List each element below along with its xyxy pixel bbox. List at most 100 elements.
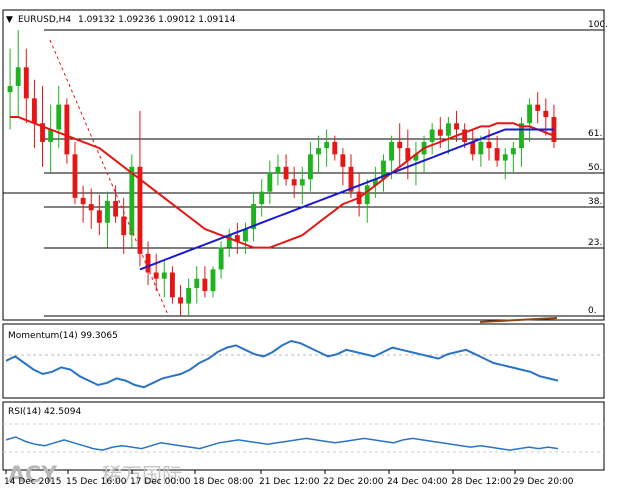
candle-body [510,148,516,155]
x-tick-label: 24 Dec 04:00 [387,477,448,487]
candle-body [178,297,183,304]
candle-body [348,166,354,192]
candle-body [535,104,541,111]
candle-body [218,247,224,270]
candle-body [121,216,127,236]
candle-body [88,204,94,211]
header-symbol: EURUSD,H4 [18,15,71,25]
candle-body [202,278,208,292]
candle-body [340,154,346,167]
x-tick-label: 29 Dec 20:00 [513,477,574,487]
candle-body [226,235,232,248]
candle-body [478,141,484,155]
candle-body [372,179,378,186]
candle-body [324,141,330,149]
candle-body [56,104,62,130]
candle-body [129,166,135,236]
candle-body [389,141,395,161]
candle-body [243,228,248,242]
candle-body [316,148,321,155]
candle-body [23,67,29,99]
candle-body [429,129,435,142]
candle-body [234,235,240,242]
candle-body [364,185,370,205]
candle-body [445,123,451,136]
fib-label-1: 61. [588,129,602,139]
moving-average-red [10,116,555,249]
x-tick-label: 17 Dec 00:00 [130,477,191,487]
candle-body [96,210,102,223]
candle-body [462,129,468,142]
candle-body [80,197,86,205]
momentum-line [5,339,559,389]
fib-label-0: 100. [588,20,608,30]
brown-ma-segment [479,317,558,323]
header-arrow: ▼ [6,15,13,25]
watermark-brand: ACY [8,463,58,488]
rsi-title: RSI(14) 42.5094 [8,407,81,417]
candle-body [405,148,411,161]
candle-body [291,179,297,186]
candle-body [7,85,13,93]
candle-body [454,123,459,130]
candle-body [145,253,151,273]
momentum-title: Momentum(14) 99.3065 [8,331,118,341]
candle-body [113,200,119,217]
candle-body [48,129,54,142]
candle-body [519,123,524,149]
x-tick-label: 28 Dec 12:00 [451,477,512,487]
candle-body [283,166,289,180]
header-ohlc: 1.09132 1.09236 1.09012 1.09114 [78,15,236,25]
momentum-panel-frame [2,323,605,399]
candle-body [551,117,557,142]
candle-body [153,272,159,279]
dashed-trendline [49,39,169,316]
candle-body [299,179,305,186]
fib-label-5: 0. [588,306,597,316]
x-tick-label: 14 Dec 2015 [4,477,62,487]
x-tick-label: 18 Dec 08:00 [193,477,254,487]
candle-body [161,272,167,279]
candle-body [527,104,533,124]
candle-body [64,104,70,155]
x-tick-label: 15 Dec 16:00 [66,477,127,487]
candle-body [486,141,492,149]
candle-body [397,141,403,149]
rsi-panel-frame [2,401,605,471]
x-tick-label: 22 Dec 20:00 [323,477,384,487]
candle-body [307,154,313,180]
candle-body [494,148,500,161]
candle-body [259,191,265,205]
fib-label-2: 50. [588,163,602,173]
watermark-cn: 稀万国际 [102,463,182,487]
fib-levels: 100. 61. 50. 38. 23. 0. [3,20,608,317]
candle-body [210,269,216,292]
candlesticks [7,30,557,316]
moving-average-blue [139,128,554,271]
candle-body [251,204,257,229]
candle-body [194,278,200,289]
candle-body [267,173,273,192]
candle-body [137,166,143,254]
candle-body [381,160,386,180]
candle-body [470,141,476,155]
x-tick-label: 21 Dec 12:00 [259,477,320,487]
candle-body [502,154,508,161]
fib-label-3: 38. [588,197,602,207]
fib-label-4: 23. [588,238,602,248]
main-panel-frame [2,9,605,321]
candle-body [15,67,21,86]
x-axis: 14 Dec 2015 15 Dec 16:00 17 Dec 00:00 18 De… [4,470,574,487]
candle-body [40,123,45,142]
candle-body [105,200,110,223]
candle-body [275,166,281,173]
candle-body [186,288,192,304]
rsi-line [5,436,559,451]
candle-body [31,98,37,124]
candle-body [437,129,443,136]
candle-body [72,154,78,198]
candle-body [413,154,419,161]
candle-body [543,110,549,118]
candle-body [332,141,338,155]
